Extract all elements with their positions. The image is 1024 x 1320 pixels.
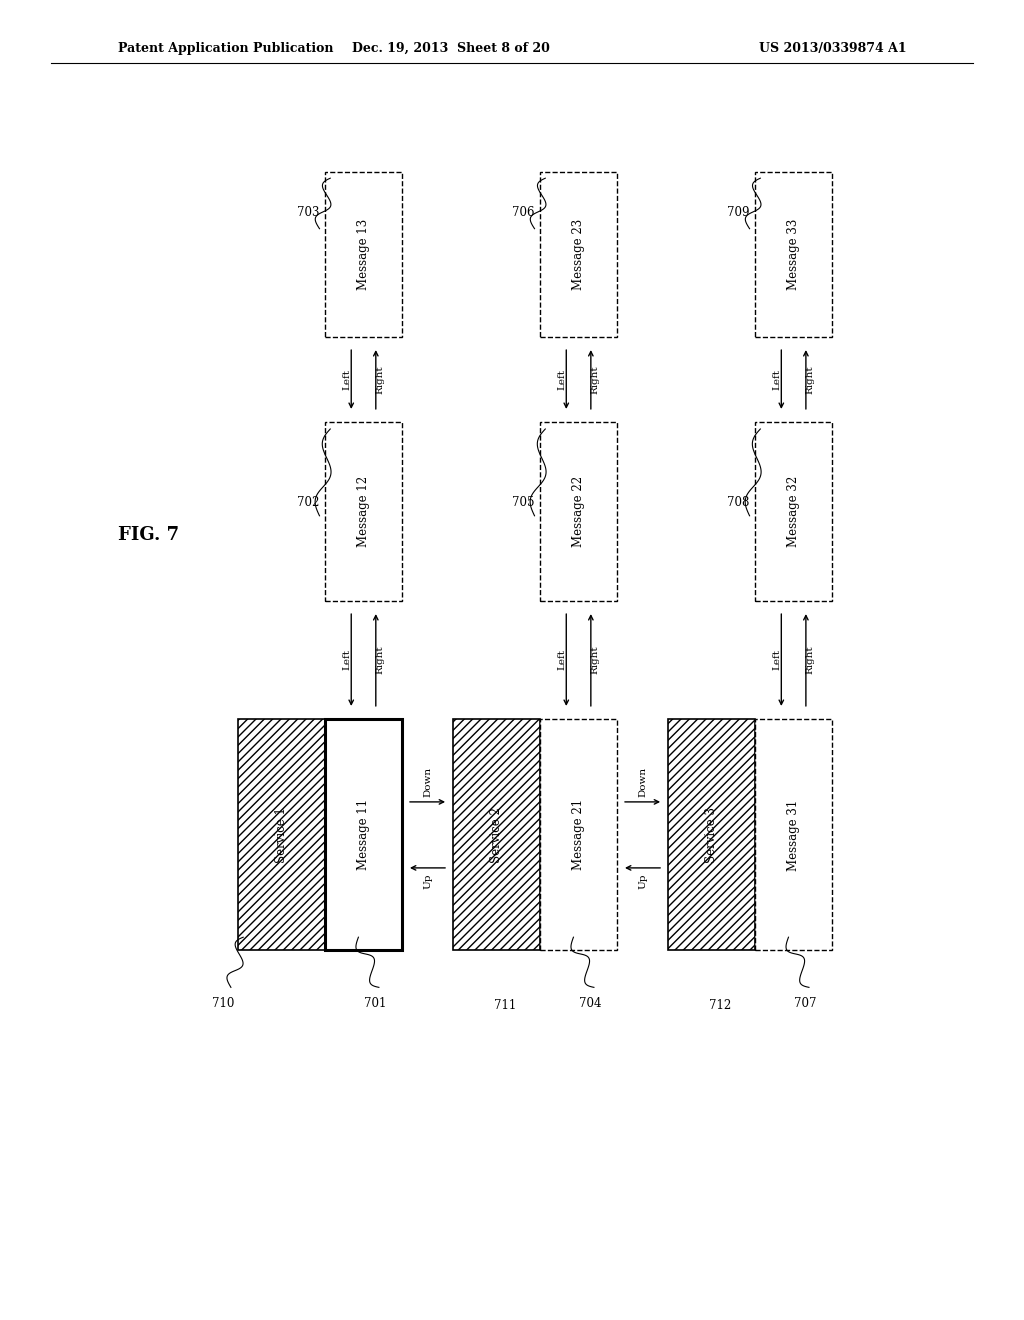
Text: Left: Left (558, 649, 566, 671)
Text: 707: 707 (794, 997, 816, 1010)
Text: Right: Right (376, 645, 384, 675)
Text: Message 11: Message 11 (357, 800, 370, 870)
Bar (669, 719, 756, 950)
Text: Message 32: Message 32 (787, 477, 800, 546)
Text: 701: 701 (364, 997, 386, 1010)
Text: Service 2: Service 2 (490, 807, 503, 863)
Text: 704: 704 (579, 997, 601, 1010)
Text: 709: 709 (727, 206, 750, 219)
Bar (453, 719, 541, 950)
Bar (238, 719, 325, 950)
Text: Down: Down (638, 767, 647, 796)
Bar (541, 719, 616, 950)
Text: US 2013/0339874 A1: US 2013/0339874 A1 (759, 42, 906, 54)
Text: Message 31: Message 31 (787, 800, 800, 870)
Bar (238, 719, 325, 950)
Text: 711: 711 (494, 999, 516, 1012)
Bar (669, 719, 756, 950)
Text: Right: Right (806, 366, 814, 393)
Text: 706: 706 (512, 206, 535, 219)
Text: Dec. 19, 2013  Sheet 8 of 20: Dec. 19, 2013 Sheet 8 of 20 (351, 42, 550, 54)
Bar (453, 719, 541, 950)
Text: 712: 712 (709, 999, 731, 1012)
Text: Service 1: Service 1 (275, 807, 288, 863)
Text: 708: 708 (727, 496, 750, 510)
Text: Message 22: Message 22 (572, 477, 585, 546)
Bar (325, 172, 401, 337)
Text: Left: Left (343, 649, 351, 671)
Text: Right: Right (806, 645, 814, 675)
Bar (325, 422, 401, 601)
Text: FIG. 7: FIG. 7 (118, 525, 179, 544)
Text: Message 33: Message 33 (787, 218, 800, 290)
Text: Right: Right (591, 366, 599, 393)
Text: Message 12: Message 12 (357, 477, 370, 546)
Text: Down: Down (423, 767, 432, 796)
Text: Right: Right (376, 366, 384, 393)
Text: Left: Left (558, 370, 566, 389)
Text: 702: 702 (297, 496, 319, 510)
Text: Left: Left (343, 370, 351, 389)
Text: Message 13: Message 13 (357, 219, 370, 289)
Text: 703: 703 (297, 206, 319, 219)
Bar (541, 422, 616, 601)
Text: Message 21: Message 21 (572, 800, 585, 870)
Text: Left: Left (773, 649, 781, 671)
Text: 710: 710 (212, 997, 234, 1010)
Text: Right: Right (591, 645, 599, 675)
Text: Message 23: Message 23 (572, 219, 585, 289)
Bar (756, 422, 831, 601)
Text: 705: 705 (512, 496, 535, 510)
Text: Left: Left (773, 370, 781, 389)
Text: Patent Application Publication: Patent Application Publication (118, 42, 333, 54)
Bar (325, 719, 401, 950)
Bar (756, 719, 831, 950)
Bar (541, 172, 616, 337)
Text: Up: Up (638, 874, 647, 888)
Text: Service 3: Service 3 (706, 807, 718, 863)
Text: Up: Up (423, 874, 432, 888)
Bar (756, 172, 831, 337)
